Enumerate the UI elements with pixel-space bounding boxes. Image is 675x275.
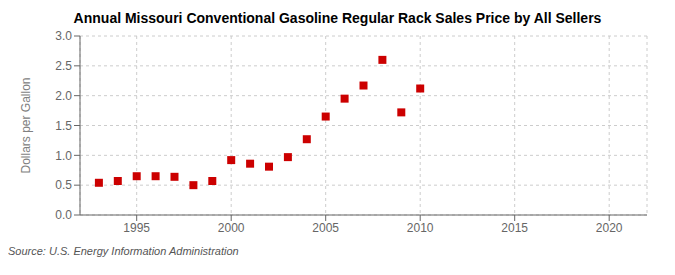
svg-text:Dollars per Gallon: Dollars per Gallon <box>19 77 33 173</box>
svg-text:2005: 2005 <box>312 221 339 235</box>
svg-text:2010: 2010 <box>407 221 434 235</box>
svg-text:2.0: 2.0 <box>55 89 72 103</box>
svg-text:3.0: 3.0 <box>55 29 72 43</box>
svg-text:1995: 1995 <box>123 221 150 235</box>
svg-text:0.5: 0.5 <box>55 178 72 192</box>
svg-text:2.5: 2.5 <box>55 59 72 73</box>
html-text:Annual Missouri Conventional G: Annual Missouri Conventional Gasoline Re… <box>73 10 602 26</box>
svg-text:2000: 2000 <box>218 221 245 235</box>
svg-text:2020: 2020 <box>596 221 623 235</box>
svg-text:1.5: 1.5 <box>55 119 72 133</box>
html-text:Source: U.S. Energy Informatio: Source: U.S. Energy Information Administ… <box>8 245 239 257</box>
svg-text:1.0: 1.0 <box>55 149 72 163</box>
svg-text:0.0: 0.0 <box>55 208 72 222</box>
svg-text:2015: 2015 <box>501 221 528 235</box>
